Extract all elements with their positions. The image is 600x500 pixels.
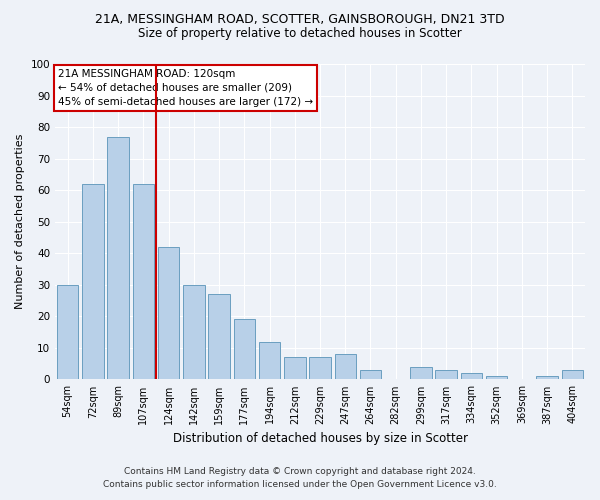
Bar [309, 358, 331, 380]
Bar [436, 370, 457, 380]
Text: 21A MESSINGHAM ROAD: 120sqm
← 54% of detached houses are smaller (209)
45% of se: 21A MESSINGHAM ROAD: 120sqm ← 54% of det… [58, 68, 313, 106]
Bar [133, 184, 154, 380]
Bar [259, 342, 280, 380]
Text: Contains HM Land Registry data © Crown copyright and database right 2024.
Contai: Contains HM Land Registry data © Crown c… [103, 468, 497, 489]
Bar [461, 373, 482, 380]
Bar [208, 294, 230, 380]
Bar [284, 358, 305, 380]
Bar [410, 367, 431, 380]
Bar [82, 184, 104, 380]
Bar [57, 285, 79, 380]
Y-axis label: Number of detached properties: Number of detached properties [15, 134, 25, 310]
Bar [486, 376, 508, 380]
Bar [335, 354, 356, 380]
Bar [360, 370, 381, 380]
Text: 21A, MESSINGHAM ROAD, SCOTTER, GAINSBOROUGH, DN21 3TD: 21A, MESSINGHAM ROAD, SCOTTER, GAINSBORO… [95, 12, 505, 26]
Text: Size of property relative to detached houses in Scotter: Size of property relative to detached ho… [138, 28, 462, 40]
Bar [233, 320, 255, 380]
Bar [158, 247, 179, 380]
Bar [183, 285, 205, 380]
Bar [107, 136, 129, 380]
X-axis label: Distribution of detached houses by size in Scotter: Distribution of detached houses by size … [173, 432, 467, 445]
Bar [536, 376, 558, 380]
Bar [562, 370, 583, 380]
